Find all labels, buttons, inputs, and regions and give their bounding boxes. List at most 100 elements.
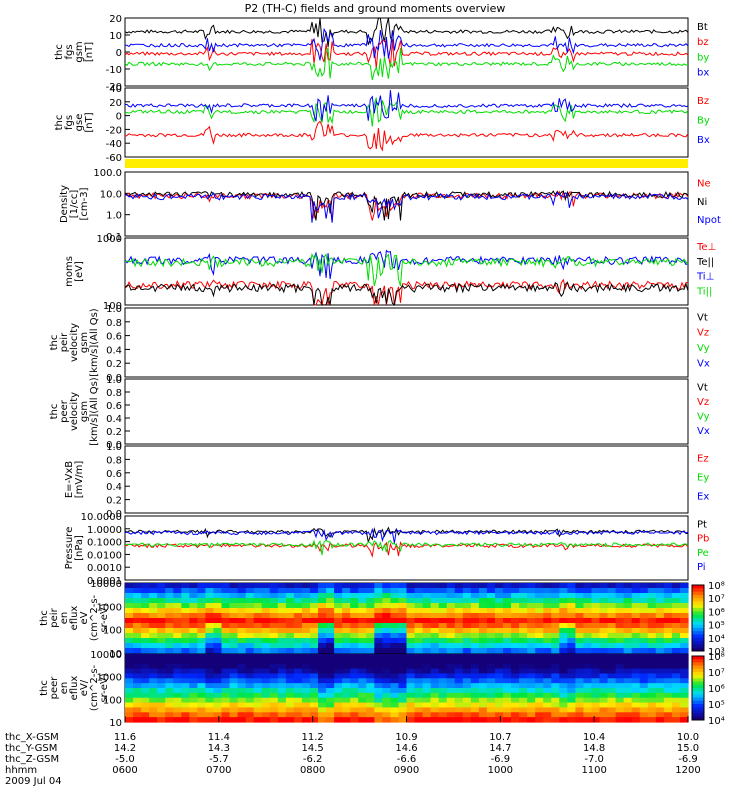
spectrogram-cell (141, 613, 150, 619)
spectrogram-cell (486, 692, 496, 699)
spectrogram-cell (551, 678, 560, 684)
spectrogram-cell (173, 702, 182, 709)
spectrogram-cell (503, 658, 512, 665)
spectrogram-cell (277, 678, 287, 684)
spectrogram-cell (253, 633, 263, 639)
spectrogram-cell (374, 613, 383, 619)
spectrogram-cell (366, 717, 375, 723)
spectrogram-cell (165, 633, 174, 639)
spectrogram-cell (679, 613, 689, 619)
spectrogram-cell (261, 633, 271, 639)
spectrogram-cell (422, 583, 432, 589)
spectrogram-cell (382, 593, 392, 599)
spectrogram-cell (334, 678, 343, 684)
spectrogram-cell (189, 628, 198, 634)
spectrogram-cell (478, 648, 488, 654)
spectrogram-cell (374, 638, 383, 644)
spectrogram-cell (261, 593, 271, 599)
spectrogram-cell (679, 673, 689, 679)
spectrogram-cell (599, 608, 609, 614)
spectrogram-cell (615, 603, 625, 609)
spectrogram-cell (277, 707, 287, 713)
spectrogram-cell (245, 668, 255, 675)
spectrogram-cell (229, 658, 239, 665)
spectrogram-cell (559, 668, 568, 675)
spectrogram-cell (631, 663, 641, 670)
spectrogram-cell (470, 678, 480, 684)
x-tick-label: 0800 (300, 765, 325, 776)
spectrogram-cell (535, 668, 544, 675)
spectrogram-cell (470, 633, 480, 639)
spectrogram-cell (647, 598, 657, 604)
spectrogram-cell (615, 707, 625, 713)
spectrogram-cell (285, 702, 295, 709)
spectrogram-cell (511, 692, 520, 699)
spectrogram-cell (679, 633, 689, 639)
spectrogram-cell (181, 643, 190, 649)
spectrogram-cell (567, 608, 576, 614)
spectrogram-cell (663, 623, 673, 629)
spectrogram-cell (519, 688, 528, 694)
spectrogram-cell (543, 707, 552, 713)
spectrogram-cell (647, 608, 657, 614)
spectrogram-cell (165, 717, 174, 723)
spectrogram-cell (535, 618, 544, 624)
spectrogram-cell (181, 654, 190, 660)
spectrogram-cell (350, 683, 359, 689)
spectrogram-cell (494, 678, 504, 684)
spectrogram-cell (309, 668, 319, 675)
spectrogram-cell (318, 598, 327, 604)
spectrogram-cell (350, 608, 359, 614)
spectrogram-cell (486, 583, 496, 589)
spectrogram-cell (615, 588, 625, 594)
spectrogram-cell (623, 638, 633, 644)
spectrogram-cell (213, 628, 223, 634)
spectrogram-cell (398, 633, 408, 639)
colorbar-tick-label: 10⁴ (708, 634, 725, 645)
spectrogram-cell (438, 628, 448, 634)
spectrogram-cell (237, 608, 247, 614)
spectrogram-cell (671, 603, 681, 609)
spectrogram-cell (462, 707, 472, 713)
spectrogram-cell (173, 618, 182, 624)
spectrogram-cell (559, 623, 568, 629)
spectrogram-cell (293, 633, 303, 639)
spectrogram-cell (374, 618, 383, 624)
colorbar-segment (692, 637, 704, 642)
spectrogram-cell (454, 598, 464, 604)
spectrogram-cell (398, 613, 408, 619)
spectrogram-cell (285, 603, 295, 609)
spectrogram-cell (551, 628, 560, 634)
spectrogram-cell (462, 628, 472, 634)
spectrogram-cell (430, 593, 440, 599)
spectrogram-cell (237, 638, 247, 644)
spectrogram-cell (446, 717, 456, 723)
spectrogram-cell (390, 613, 400, 619)
spectrogram-cell (535, 702, 544, 709)
spectrogram-cell (334, 633, 343, 639)
spectrogram-cell (197, 628, 207, 634)
spectrogram-cell (623, 654, 633, 660)
spectrogram-cell (478, 658, 488, 665)
y-tick-label: 0.6 (106, 401, 122, 412)
spectrogram-cell (221, 638, 231, 644)
spectrogram-cell (519, 633, 528, 639)
spectrogram-cell (309, 678, 319, 684)
spectrogram-cell (414, 658, 424, 665)
spectrogram-cell (133, 673, 142, 679)
spectrogram-cell (382, 633, 392, 639)
legend-Bx: Bx (697, 135, 710, 146)
spectrogram-cell (591, 633, 601, 639)
spectrogram-cell (575, 608, 585, 614)
spectrogram-cell (173, 658, 182, 665)
spectrogram-cell (414, 717, 424, 723)
spectrogram-cell (197, 712, 207, 718)
spectrogram-cell (446, 608, 456, 614)
spectrogram-cell (326, 717, 335, 723)
spectrogram-cell (559, 717, 568, 723)
spectrogram-cell (591, 623, 601, 629)
spectrogram-cell (125, 583, 134, 589)
spectrogram-cell (462, 608, 472, 614)
spectrogram-cell (269, 697, 279, 704)
spectrogram-cell (358, 613, 367, 619)
